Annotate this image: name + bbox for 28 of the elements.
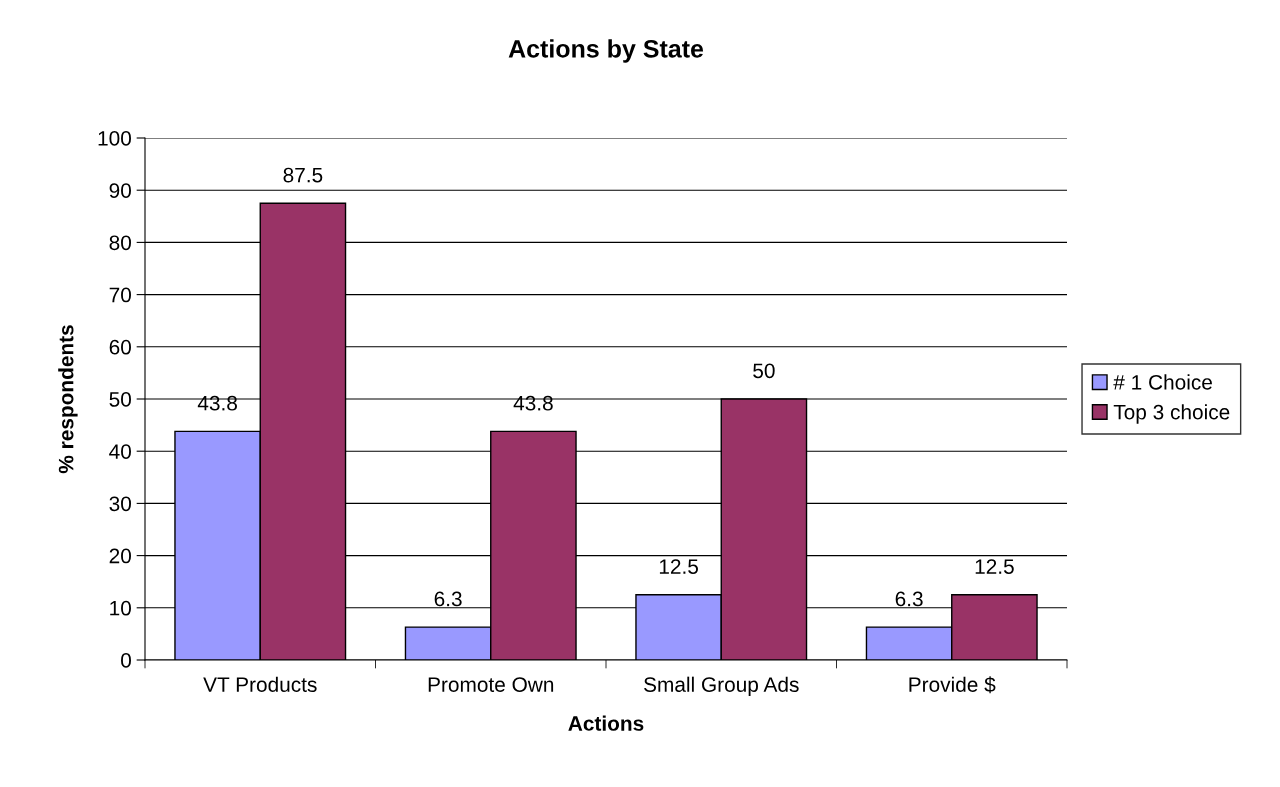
data-label: 87.5 xyxy=(283,167,323,183)
y-tick-label: 30 xyxy=(109,496,131,512)
data-label: 6.3 xyxy=(434,591,462,607)
y-tick-label: 0 xyxy=(121,653,131,668)
legend-label: # 1 Choice xyxy=(1113,374,1212,390)
y-tick-label: 70 xyxy=(109,287,131,303)
y-tick-label: 80 xyxy=(109,235,131,251)
y-tick-label: 90 xyxy=(109,183,131,198)
x-tick-label: VT Products xyxy=(203,676,317,692)
chart-title: Actions by State xyxy=(508,39,704,63)
y-tick-label: 50 xyxy=(109,392,131,407)
data-label: 12.5 xyxy=(659,559,699,574)
data-label: 6.3 xyxy=(895,591,923,607)
data-label: 43.8 xyxy=(197,395,237,411)
legend-label: Top 3 choice xyxy=(1113,404,1230,424)
data-label: 12.5 xyxy=(975,559,1014,574)
x-tick-label: Provide $ xyxy=(909,676,996,694)
y-tick-label: 40 xyxy=(109,444,131,459)
y-tick-label: 20 xyxy=(109,548,131,564)
x-tick-label: Small Group Ads xyxy=(644,676,799,697)
y-tick-label: 10 xyxy=(110,600,131,616)
x-axis-title: Actions xyxy=(568,715,644,731)
data-label: 43.8 xyxy=(513,395,553,411)
data-label: 50 xyxy=(753,363,775,379)
y-tick-label: 100 xyxy=(98,131,131,146)
y-axis-title: % respondents xyxy=(58,325,78,474)
y-tick-label: 60 xyxy=(109,339,131,355)
x-tick-label: Promote Own xyxy=(428,677,554,692)
